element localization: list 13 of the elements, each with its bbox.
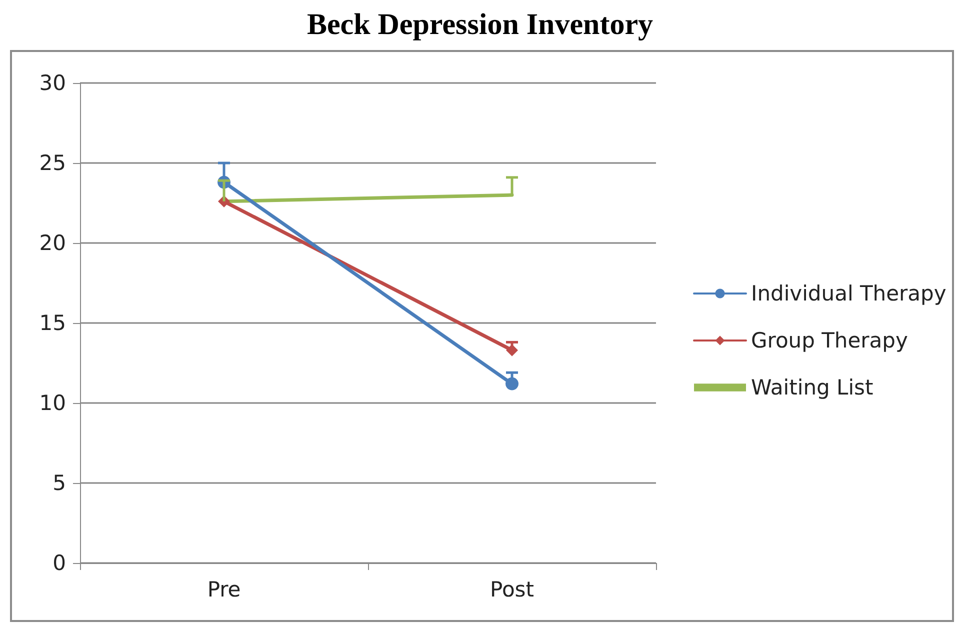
y-tick-label: 15: [39, 311, 66, 335]
legend-label: Waiting List: [751, 376, 874, 400]
y-tick-label: 10: [39, 391, 66, 415]
y-tick-label: 25: [39, 151, 66, 175]
x-tick-label: Post: [490, 578, 534, 602]
legend-label: Individual Therapy: [751, 282, 946, 306]
chart-title: Beck Depression Inventory: [306, 8, 654, 42]
y-tick-label: 0: [52, 551, 66, 575]
y-tick-label: 30: [39, 71, 66, 95]
legend-label: Group Therapy: [751, 328, 908, 352]
x-tick-label: Pre: [207, 578, 241, 602]
y-tick-label: 20: [39, 231, 66, 255]
y-tick-label: 5: [52, 471, 66, 495]
